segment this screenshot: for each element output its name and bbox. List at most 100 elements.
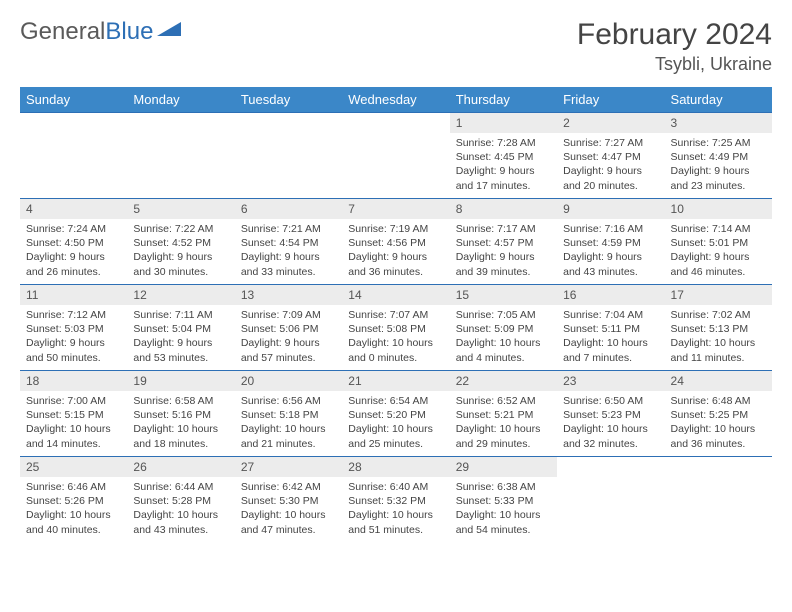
calendar-day: 27Sunrise: 6:42 AMSunset: 5:30 PMDayligh… [235, 457, 342, 543]
weekday-header: Sunday [20, 87, 127, 113]
calendar-day: 1Sunrise: 7:28 AMSunset: 4:45 PMDaylight… [450, 113, 557, 199]
weekday-header: Saturday [665, 87, 772, 113]
day-info: Sunrise: 6:40 AMSunset: 5:32 PMDaylight:… [342, 477, 449, 542]
weekday-row: SundayMondayTuesdayWednesdayThursdayFrid… [20, 87, 772, 113]
day-info: Sunrise: 7:00 AMSunset: 5:15 PMDaylight:… [20, 391, 127, 456]
calendar-day: 17Sunrise: 7:02 AMSunset: 5:13 PMDayligh… [665, 285, 772, 371]
day-number: 13 [235, 285, 342, 305]
day-number: 8 [450, 199, 557, 219]
day-info: Sunrise: 7:09 AMSunset: 5:06 PMDaylight:… [235, 305, 342, 370]
day-info: Sunrise: 6:48 AMSunset: 5:25 PMDaylight:… [665, 391, 772, 456]
day-number: 18 [20, 371, 127, 391]
logo-text-1: General [20, 18, 105, 46]
calendar-day: 19Sunrise: 6:58 AMSunset: 5:16 PMDayligh… [127, 371, 234, 457]
calendar-day-empty [127, 113, 234, 199]
day-number: 7 [342, 199, 449, 219]
day-number: 15 [450, 285, 557, 305]
day-info: Sunrise: 7:05 AMSunset: 5:09 PMDaylight:… [450, 305, 557, 370]
weekday-header: Monday [127, 87, 234, 113]
day-info: Sunrise: 6:46 AMSunset: 5:26 PMDaylight:… [20, 477, 127, 542]
day-info: Sunrise: 6:38 AMSunset: 5:33 PMDaylight:… [450, 477, 557, 542]
day-number: 12 [127, 285, 234, 305]
weekday-header: Wednesday [342, 87, 449, 113]
calendar-day: 23Sunrise: 6:50 AMSunset: 5:23 PMDayligh… [557, 371, 664, 457]
day-info: Sunrise: 7:14 AMSunset: 5:01 PMDaylight:… [665, 219, 772, 284]
day-number: 24 [665, 371, 772, 391]
day-info: Sunrise: 7:21 AMSunset: 4:54 PMDaylight:… [235, 219, 342, 284]
title-block: February 2024 Tsybli, Ukraine [577, 18, 772, 75]
day-info: Sunrise: 7:04 AMSunset: 5:11 PMDaylight:… [557, 305, 664, 370]
day-number: 5 [127, 199, 234, 219]
calendar-day-empty [20, 113, 127, 199]
header: GeneralBlue February 2024 Tsybli, Ukrain… [20, 18, 772, 75]
calendar-day: 15Sunrise: 7:05 AMSunset: 5:09 PMDayligh… [450, 285, 557, 371]
day-info: Sunrise: 6:42 AMSunset: 5:30 PMDaylight:… [235, 477, 342, 542]
calendar-day: 24Sunrise: 6:48 AMSunset: 5:25 PMDayligh… [665, 371, 772, 457]
logo-text-2: Blue [105, 18, 153, 46]
logo: GeneralBlue [20, 18, 183, 46]
day-info: Sunrise: 6:54 AMSunset: 5:20 PMDaylight:… [342, 391, 449, 456]
day-number: 9 [557, 199, 664, 219]
calendar-day: 3Sunrise: 7:25 AMSunset: 4:49 PMDaylight… [665, 113, 772, 199]
calendar-table: SundayMondayTuesdayWednesdayThursdayFrid… [20, 87, 772, 543]
day-info: Sunrise: 7:02 AMSunset: 5:13 PMDaylight:… [665, 305, 772, 370]
day-info: Sunrise: 7:27 AMSunset: 4:47 PMDaylight:… [557, 133, 664, 198]
calendar-day: 14Sunrise: 7:07 AMSunset: 5:08 PMDayligh… [342, 285, 449, 371]
calendar-day-empty [557, 457, 664, 543]
calendar-day: 21Sunrise: 6:54 AMSunset: 5:20 PMDayligh… [342, 371, 449, 457]
calendar-week: 25Sunrise: 6:46 AMSunset: 5:26 PMDayligh… [20, 457, 772, 543]
day-info: Sunrise: 6:58 AMSunset: 5:16 PMDaylight:… [127, 391, 234, 456]
calendar-day: 20Sunrise: 6:56 AMSunset: 5:18 PMDayligh… [235, 371, 342, 457]
day-number: 1 [450, 113, 557, 133]
calendar-day: 8Sunrise: 7:17 AMSunset: 4:57 PMDaylight… [450, 199, 557, 285]
day-info: Sunrise: 6:56 AMSunset: 5:18 PMDaylight:… [235, 391, 342, 456]
day-number: 16 [557, 285, 664, 305]
calendar-day: 29Sunrise: 6:38 AMSunset: 5:33 PMDayligh… [450, 457, 557, 543]
day-info: Sunrise: 7:12 AMSunset: 5:03 PMDaylight:… [20, 305, 127, 370]
day-number: 6 [235, 199, 342, 219]
day-info: Sunrise: 6:50 AMSunset: 5:23 PMDaylight:… [557, 391, 664, 456]
day-number: 22 [450, 371, 557, 391]
day-number: 25 [20, 457, 127, 477]
calendar-day: 25Sunrise: 6:46 AMSunset: 5:26 PMDayligh… [20, 457, 127, 543]
day-info: Sunrise: 6:52 AMSunset: 5:21 PMDaylight:… [450, 391, 557, 456]
day-number: 3 [665, 113, 772, 133]
logo-triangle-icon [157, 17, 183, 45]
calendar-week: 4Sunrise: 7:24 AMSunset: 4:50 PMDaylight… [20, 199, 772, 285]
calendar-day: 2Sunrise: 7:27 AMSunset: 4:47 PMDaylight… [557, 113, 664, 199]
calendar-day-empty [342, 113, 449, 199]
day-info: Sunrise: 7:24 AMSunset: 4:50 PMDaylight:… [20, 219, 127, 284]
calendar-day: 4Sunrise: 7:24 AMSunset: 4:50 PMDaylight… [20, 199, 127, 285]
calendar-day: 26Sunrise: 6:44 AMSunset: 5:28 PMDayligh… [127, 457, 234, 543]
day-info: Sunrise: 7:16 AMSunset: 4:59 PMDaylight:… [557, 219, 664, 284]
day-number: 28 [342, 457, 449, 477]
calendar-day: 16Sunrise: 7:04 AMSunset: 5:11 PMDayligh… [557, 285, 664, 371]
calendar-week: 18Sunrise: 7:00 AMSunset: 5:15 PMDayligh… [20, 371, 772, 457]
calendar-day-empty [235, 113, 342, 199]
day-info: Sunrise: 7:17 AMSunset: 4:57 PMDaylight:… [450, 219, 557, 284]
location-title: Tsybli, Ukraine [577, 54, 772, 75]
day-number: 14 [342, 285, 449, 305]
calendar-day: 5Sunrise: 7:22 AMSunset: 4:52 PMDaylight… [127, 199, 234, 285]
calendar-week: 1Sunrise: 7:28 AMSunset: 4:45 PMDaylight… [20, 113, 772, 199]
day-info: Sunrise: 7:22 AMSunset: 4:52 PMDaylight:… [127, 219, 234, 284]
weekday-header: Tuesday [235, 87, 342, 113]
weekday-header: Thursday [450, 87, 557, 113]
day-number: 20 [235, 371, 342, 391]
day-info: Sunrise: 7:28 AMSunset: 4:45 PMDaylight:… [450, 133, 557, 198]
weekday-header: Friday [557, 87, 664, 113]
day-number: 21 [342, 371, 449, 391]
day-number: 11 [20, 285, 127, 305]
calendar-day: 9Sunrise: 7:16 AMSunset: 4:59 PMDaylight… [557, 199, 664, 285]
calendar-day-empty [665, 457, 772, 543]
day-number: 27 [235, 457, 342, 477]
calendar-day: 6Sunrise: 7:21 AMSunset: 4:54 PMDaylight… [235, 199, 342, 285]
day-number: 10 [665, 199, 772, 219]
calendar-day: 7Sunrise: 7:19 AMSunset: 4:56 PMDaylight… [342, 199, 449, 285]
calendar-day: 13Sunrise: 7:09 AMSunset: 5:06 PMDayligh… [235, 285, 342, 371]
calendar-day: 22Sunrise: 6:52 AMSunset: 5:21 PMDayligh… [450, 371, 557, 457]
day-number: 26 [127, 457, 234, 477]
day-number: 17 [665, 285, 772, 305]
day-number: 2 [557, 113, 664, 133]
day-info: Sunrise: 6:44 AMSunset: 5:28 PMDaylight:… [127, 477, 234, 542]
